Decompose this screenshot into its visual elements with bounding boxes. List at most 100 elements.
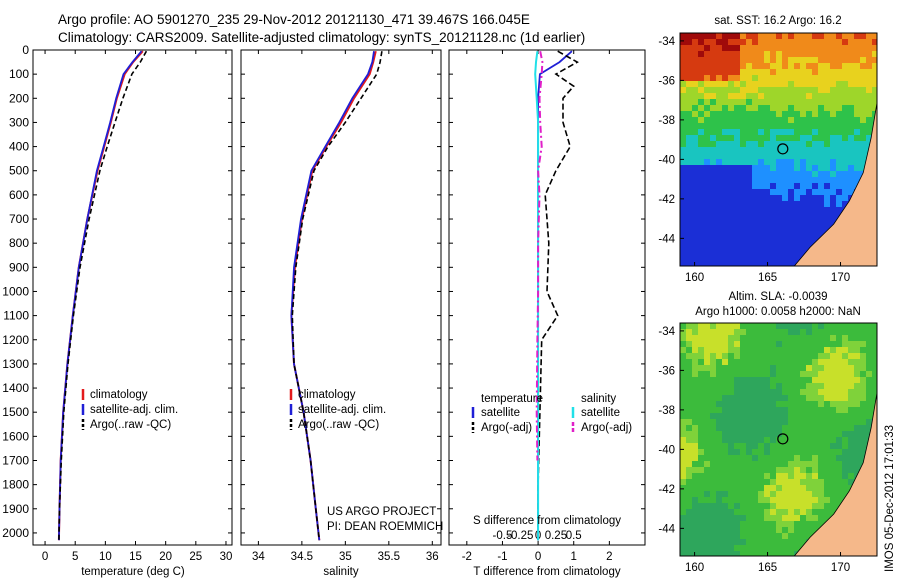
map-cell (746, 237, 753, 244)
map-cell (752, 365, 759, 372)
map-cell (746, 57, 753, 64)
map-cell (680, 261, 687, 266)
map-cell (698, 323, 705, 330)
map-cell (776, 75, 783, 82)
map-cell (692, 401, 699, 408)
map-cell (848, 87, 855, 94)
map-cell (848, 413, 855, 420)
map-cell (830, 395, 837, 402)
map-cell (704, 93, 711, 100)
map-cell (722, 189, 729, 196)
map-cell (764, 365, 771, 372)
map-cell (692, 165, 699, 172)
map-cell (770, 75, 777, 82)
map-cell (794, 249, 801, 256)
map-cell (794, 449, 801, 456)
map-cell (800, 165, 807, 172)
map-cell (680, 353, 687, 360)
map-cell (692, 449, 699, 456)
map-cell (698, 545, 705, 552)
map-cell (764, 51, 771, 58)
x-tick-label: 36 (426, 551, 439, 563)
map-cell (716, 371, 723, 378)
map-cell (728, 383, 735, 390)
credit-line-1: US ARGO PROJECT (327, 506, 436, 518)
map-cell (842, 359, 849, 366)
map-cell (842, 69, 849, 76)
map-cell (734, 449, 741, 456)
map-cell (716, 359, 723, 366)
map-cell (770, 413, 777, 420)
map-cell (740, 123, 747, 130)
map-cell (710, 207, 717, 214)
map-cell (758, 117, 765, 124)
map-cell (842, 153, 849, 160)
map-cell (746, 183, 753, 190)
map-cell (692, 431, 699, 438)
map-cell (704, 383, 711, 390)
map-cell (776, 497, 783, 504)
map-cell (722, 527, 729, 534)
map-cell (812, 353, 819, 360)
map-cell (710, 437, 717, 444)
map-cell (776, 503, 783, 510)
map-cell (698, 467, 705, 474)
map-cell (704, 63, 711, 70)
map-cell (746, 159, 753, 166)
map-cell (812, 147, 819, 154)
map-cell (704, 165, 711, 172)
map-cell (818, 69, 825, 76)
map-cell (866, 135, 873, 142)
map-cell (800, 419, 807, 426)
map-cell (698, 33, 705, 40)
map-cell (860, 69, 867, 76)
map-cell (854, 467, 861, 474)
map-cell (848, 45, 855, 52)
map-cell (806, 75, 813, 82)
map-cell (776, 539, 783, 546)
map-cell (818, 195, 825, 202)
map-cell (752, 527, 759, 534)
map-cell (830, 99, 837, 106)
map-cell (746, 117, 753, 124)
map-cell (824, 45, 831, 52)
map-cell (686, 395, 693, 402)
map-cell (800, 51, 807, 58)
map-cell (776, 527, 783, 534)
map-cell (776, 347, 783, 354)
map-cell (722, 81, 729, 88)
map-cell (752, 177, 759, 184)
difference-axes-frame (448, 49, 646, 546)
map-cell (758, 201, 765, 208)
map-cell (764, 183, 771, 190)
map-cell (818, 335, 825, 342)
map-cell (740, 419, 747, 426)
map-cell (734, 401, 741, 408)
map-cell (758, 225, 765, 232)
map-cell (740, 201, 747, 208)
map-cell (854, 129, 861, 136)
land-polygon (793, 392, 877, 556)
map-cell (740, 243, 747, 250)
map-cell (716, 105, 723, 112)
map-cell (800, 371, 807, 378)
map-cell (764, 171, 771, 178)
map-cell (770, 461, 777, 468)
map-cell (722, 261, 729, 266)
map-cell (734, 81, 741, 88)
map-cell (740, 467, 747, 474)
map-cell (728, 141, 735, 148)
map-cell (800, 467, 807, 474)
map-cell (686, 39, 693, 46)
map-cell (752, 213, 759, 220)
map-cell (734, 485, 741, 492)
map-cell (812, 189, 819, 196)
map-cell (830, 75, 837, 82)
depth-tick-label: 0 (22, 43, 29, 57)
map-cell (800, 401, 807, 408)
map-cell (710, 503, 717, 510)
map-cell (734, 347, 741, 354)
map-cell (686, 153, 693, 160)
map-cell (800, 243, 807, 250)
map-cell (752, 473, 759, 480)
